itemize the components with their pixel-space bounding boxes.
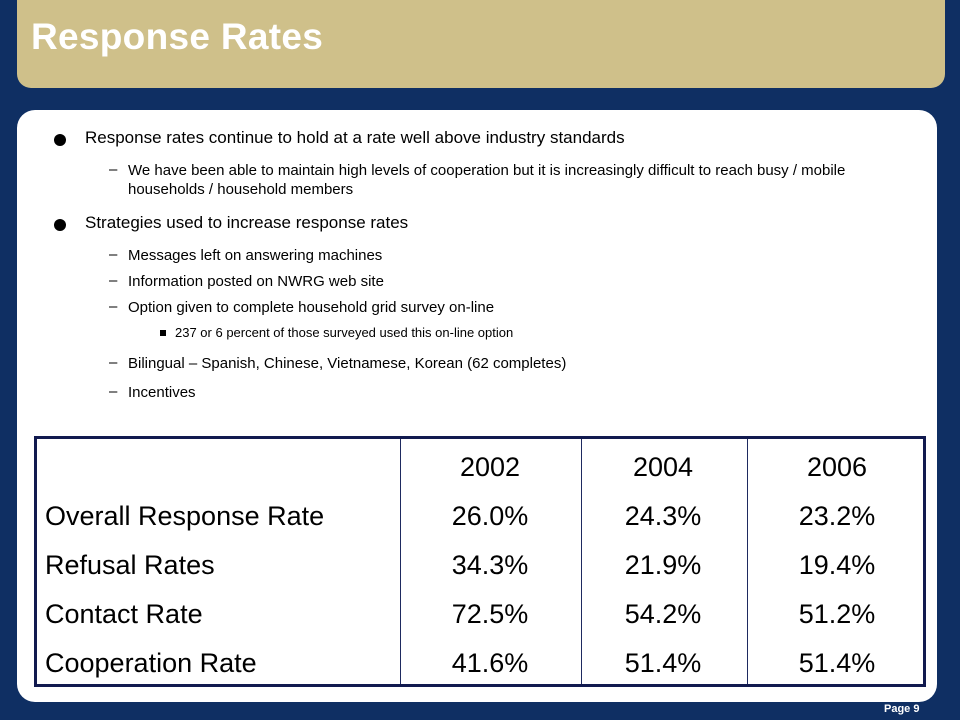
table-cell: 19.4% [798, 550, 876, 580]
bullet-item: Strategies used to increase response rat… [85, 213, 409, 232]
table-cell: 24.3% [624, 501, 702, 531]
sub-bullet-item: Messages left on answering machines [128, 247, 383, 264]
table-cell: 23.2% [798, 501, 876, 531]
table-cell: 21.9% [624, 550, 702, 580]
sub-bullet-item: We have been able to maintain high level… [128, 162, 846, 198]
year-header: 2002 [459, 452, 521, 482]
column-divider [581, 439, 582, 684]
content-panel: Response rates continue to hold at a rat… [17, 110, 937, 702]
row-label: Overall Response Rate [45, 501, 325, 531]
dash-marker: – [109, 383, 118, 400]
sub-bullet-item: Incentives [128, 384, 196, 401]
row-label: Cooperation Rate [45, 648, 257, 678]
page-number: Page 9 [884, 703, 920, 715]
table-cell: 34.3% [451, 550, 529, 580]
table-cell: 51.2% [798, 599, 876, 629]
sub-sub-bullet-item: 237 or 6 percent of those surveyed used … [175, 325, 514, 340]
dash-marker: – [109, 354, 118, 371]
table-cell: 72.5% [451, 599, 529, 629]
dash-marker: – [109, 161, 118, 178]
row-label: Contact Rate [45, 599, 203, 629]
response-rate-table: 2002 2004 2006 Overall Response Rate 26.… [34, 436, 926, 687]
sub-bullet-item: Information posted on NWRG web site [128, 273, 384, 290]
sub-bullet-item: Option given to complete household grid … [128, 299, 495, 316]
column-divider [400, 439, 401, 684]
square-bullet [160, 330, 166, 336]
table-cell: 51.4% [798, 648, 876, 678]
dash-marker: – [109, 246, 118, 263]
title-bar: Response Rates [17, 0, 945, 88]
table-cell: 51.4% [624, 648, 702, 678]
table-cell: 41.6% [451, 648, 529, 678]
bullet-dot [54, 134, 66, 146]
table-cell: 54.2% [624, 599, 702, 629]
page-title: Response Rates [31, 16, 324, 57]
bullet-dot [54, 219, 66, 231]
row-label: Refusal Rates [45, 550, 215, 580]
year-header: 2006 [806, 452, 868, 482]
bullet-item: Response rates continue to hold at a rat… [85, 128, 625, 147]
sub-bullet-item: Bilingual – Spanish, Chinese, Vietnamese… [128, 355, 567, 372]
column-divider [747, 439, 748, 684]
dash-marker: – [109, 298, 118, 315]
table-cell: 26.0% [451, 501, 529, 531]
dash-marker: – [109, 272, 118, 289]
year-header: 2004 [632, 452, 694, 482]
